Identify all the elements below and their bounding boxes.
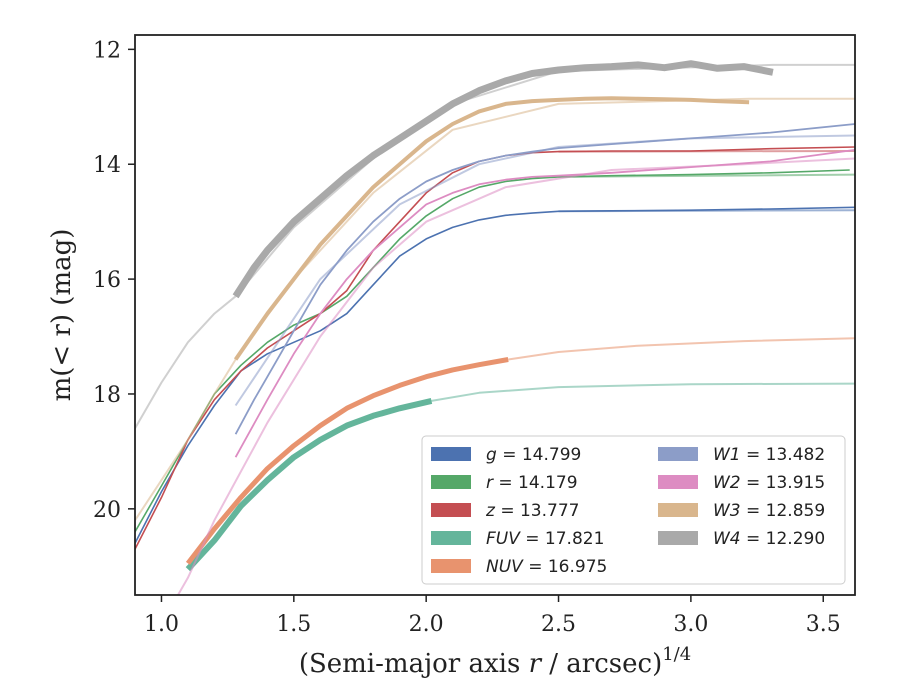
series-W4-line	[232, 60, 774, 299]
legend-swatch-g	[431, 447, 471, 461]
legend-label-W1: W1 = 13.482	[713, 445, 825, 465]
x-tick-label: 1.0	[144, 612, 179, 637]
x-axis-title: (Semi-major axis r / arcsec)1/4	[299, 644, 691, 679]
x-tick-label: 2.5	[541, 612, 576, 637]
x-tick-label: 3.0	[673, 612, 708, 637]
legend-label-FUV: FUV = 17.821	[486, 529, 604, 549]
series-W3-line	[233, 96, 750, 361]
x-tick-label: 1.5	[276, 612, 311, 637]
x-title-part: / arcsec)	[541, 649, 662, 679]
y-tick-label: 12	[93, 38, 121, 63]
series-r-line	[135, 169, 850, 533]
legend-label-z: z = 13.777	[485, 501, 579, 521]
legend-swatch-W3	[658, 503, 698, 517]
legend-swatch-FUV	[431, 531, 471, 545]
legend-swatch-r	[431, 475, 471, 489]
legend-label-W4: W4 = 12.290	[713, 529, 825, 549]
ticks-group: 1.0 1.5 2.0 2.5 3.0 3.5 12 14 16 18 20	[93, 38, 841, 637]
series-FUV-extension	[431, 382, 855, 402]
legend: g = 14.799 r = 14.179 z = 13.777 FUV = 17.8…	[421, 435, 846, 585]
legend-swatch-W1	[658, 447, 698, 461]
legend-label-NUV: NUV = 16.975	[486, 557, 607, 577]
series-z-line	[135, 146, 855, 550]
x-title-exponent: 1/4	[662, 644, 691, 665]
x-tick-label: 2.0	[409, 612, 444, 637]
series-group	[135, 60, 855, 595]
x-title-variable: r	[529, 649, 543, 679]
legend-swatch-W4	[658, 531, 698, 545]
legend-label-W2: W2 = 13.915	[713, 473, 825, 493]
series-FUV-line	[185, 397, 433, 572]
x-title-part: (Semi-major axis	[299, 649, 529, 679]
plot-frame	[134, 34, 856, 596]
y-tick-label: 14	[93, 153, 121, 178]
legend-swatch-NUV	[431, 559, 471, 573]
legend-swatch-W2	[658, 475, 698, 489]
legend-swatch-z	[431, 503, 471, 517]
series-W2-line	[234, 149, 855, 458]
series-NUV-extension	[508, 337, 855, 361]
y-tick-label: 18	[93, 383, 121, 408]
y-axis-title: m(< r) (mag)	[47, 229, 77, 402]
series-NUV-line	[185, 357, 509, 565]
series-W4-extension	[135, 63, 855, 429]
series-W2-extension	[176, 157, 855, 595]
legend-label-r: r = 14.179	[486, 473, 578, 493]
legend-label-W3: W3 = 12.859	[713, 501, 825, 521]
series-g-line	[135, 206, 855, 544]
x-tick-label: 3.5	[806, 612, 841, 637]
legend-label-g: g = 14.799	[486, 445, 581, 465]
y-tick-label: 20	[93, 498, 121, 523]
y-tick-label: 16	[93, 268, 121, 293]
series-W1-line	[234, 123, 855, 435]
legend-box	[421, 435, 846, 585]
